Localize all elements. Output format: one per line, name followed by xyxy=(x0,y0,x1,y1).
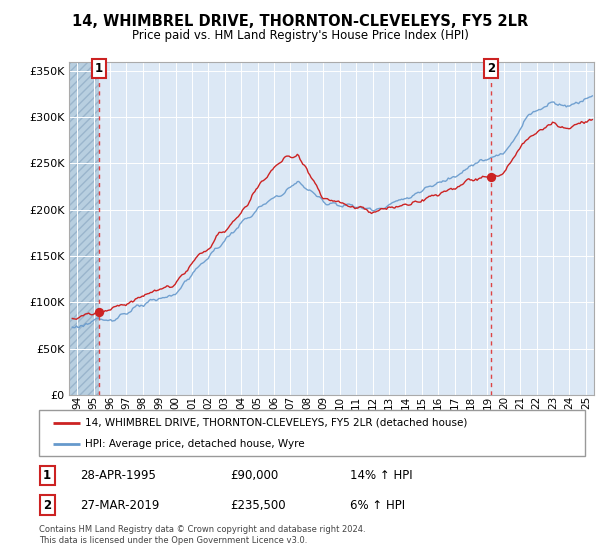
Bar xyxy=(69,62,99,395)
Text: Price paid vs. HM Land Registry's House Price Index (HPI): Price paid vs. HM Land Registry's House … xyxy=(131,29,469,42)
Text: 14% ↑ HPI: 14% ↑ HPI xyxy=(350,469,413,482)
Text: 14, WHIMBREL DRIVE, THORNTON-CLEVELEYS, FY5 2LR (detached house): 14, WHIMBREL DRIVE, THORNTON-CLEVELEYS, … xyxy=(85,418,468,428)
Text: 28-APR-1995: 28-APR-1995 xyxy=(80,469,156,482)
Text: 1: 1 xyxy=(95,62,103,74)
Text: 6% ↑ HPI: 6% ↑ HPI xyxy=(350,498,406,512)
Text: £90,000: £90,000 xyxy=(230,469,278,482)
Text: £235,500: £235,500 xyxy=(230,498,286,512)
Text: HPI: Average price, detached house, Wyre: HPI: Average price, detached house, Wyre xyxy=(85,439,305,449)
Text: 1: 1 xyxy=(43,469,51,482)
Text: Contains HM Land Registry data © Crown copyright and database right 2024.
This d: Contains HM Land Registry data © Crown c… xyxy=(39,525,365,545)
Text: 2: 2 xyxy=(43,498,51,512)
Point xyxy=(487,172,496,181)
Text: 27-MAR-2019: 27-MAR-2019 xyxy=(80,498,160,512)
Text: 2: 2 xyxy=(487,62,496,74)
Text: 14, WHIMBREL DRIVE, THORNTON-CLEVELEYS, FY5 2LR: 14, WHIMBREL DRIVE, THORNTON-CLEVELEYS, … xyxy=(72,14,528,29)
Point xyxy=(94,307,104,316)
